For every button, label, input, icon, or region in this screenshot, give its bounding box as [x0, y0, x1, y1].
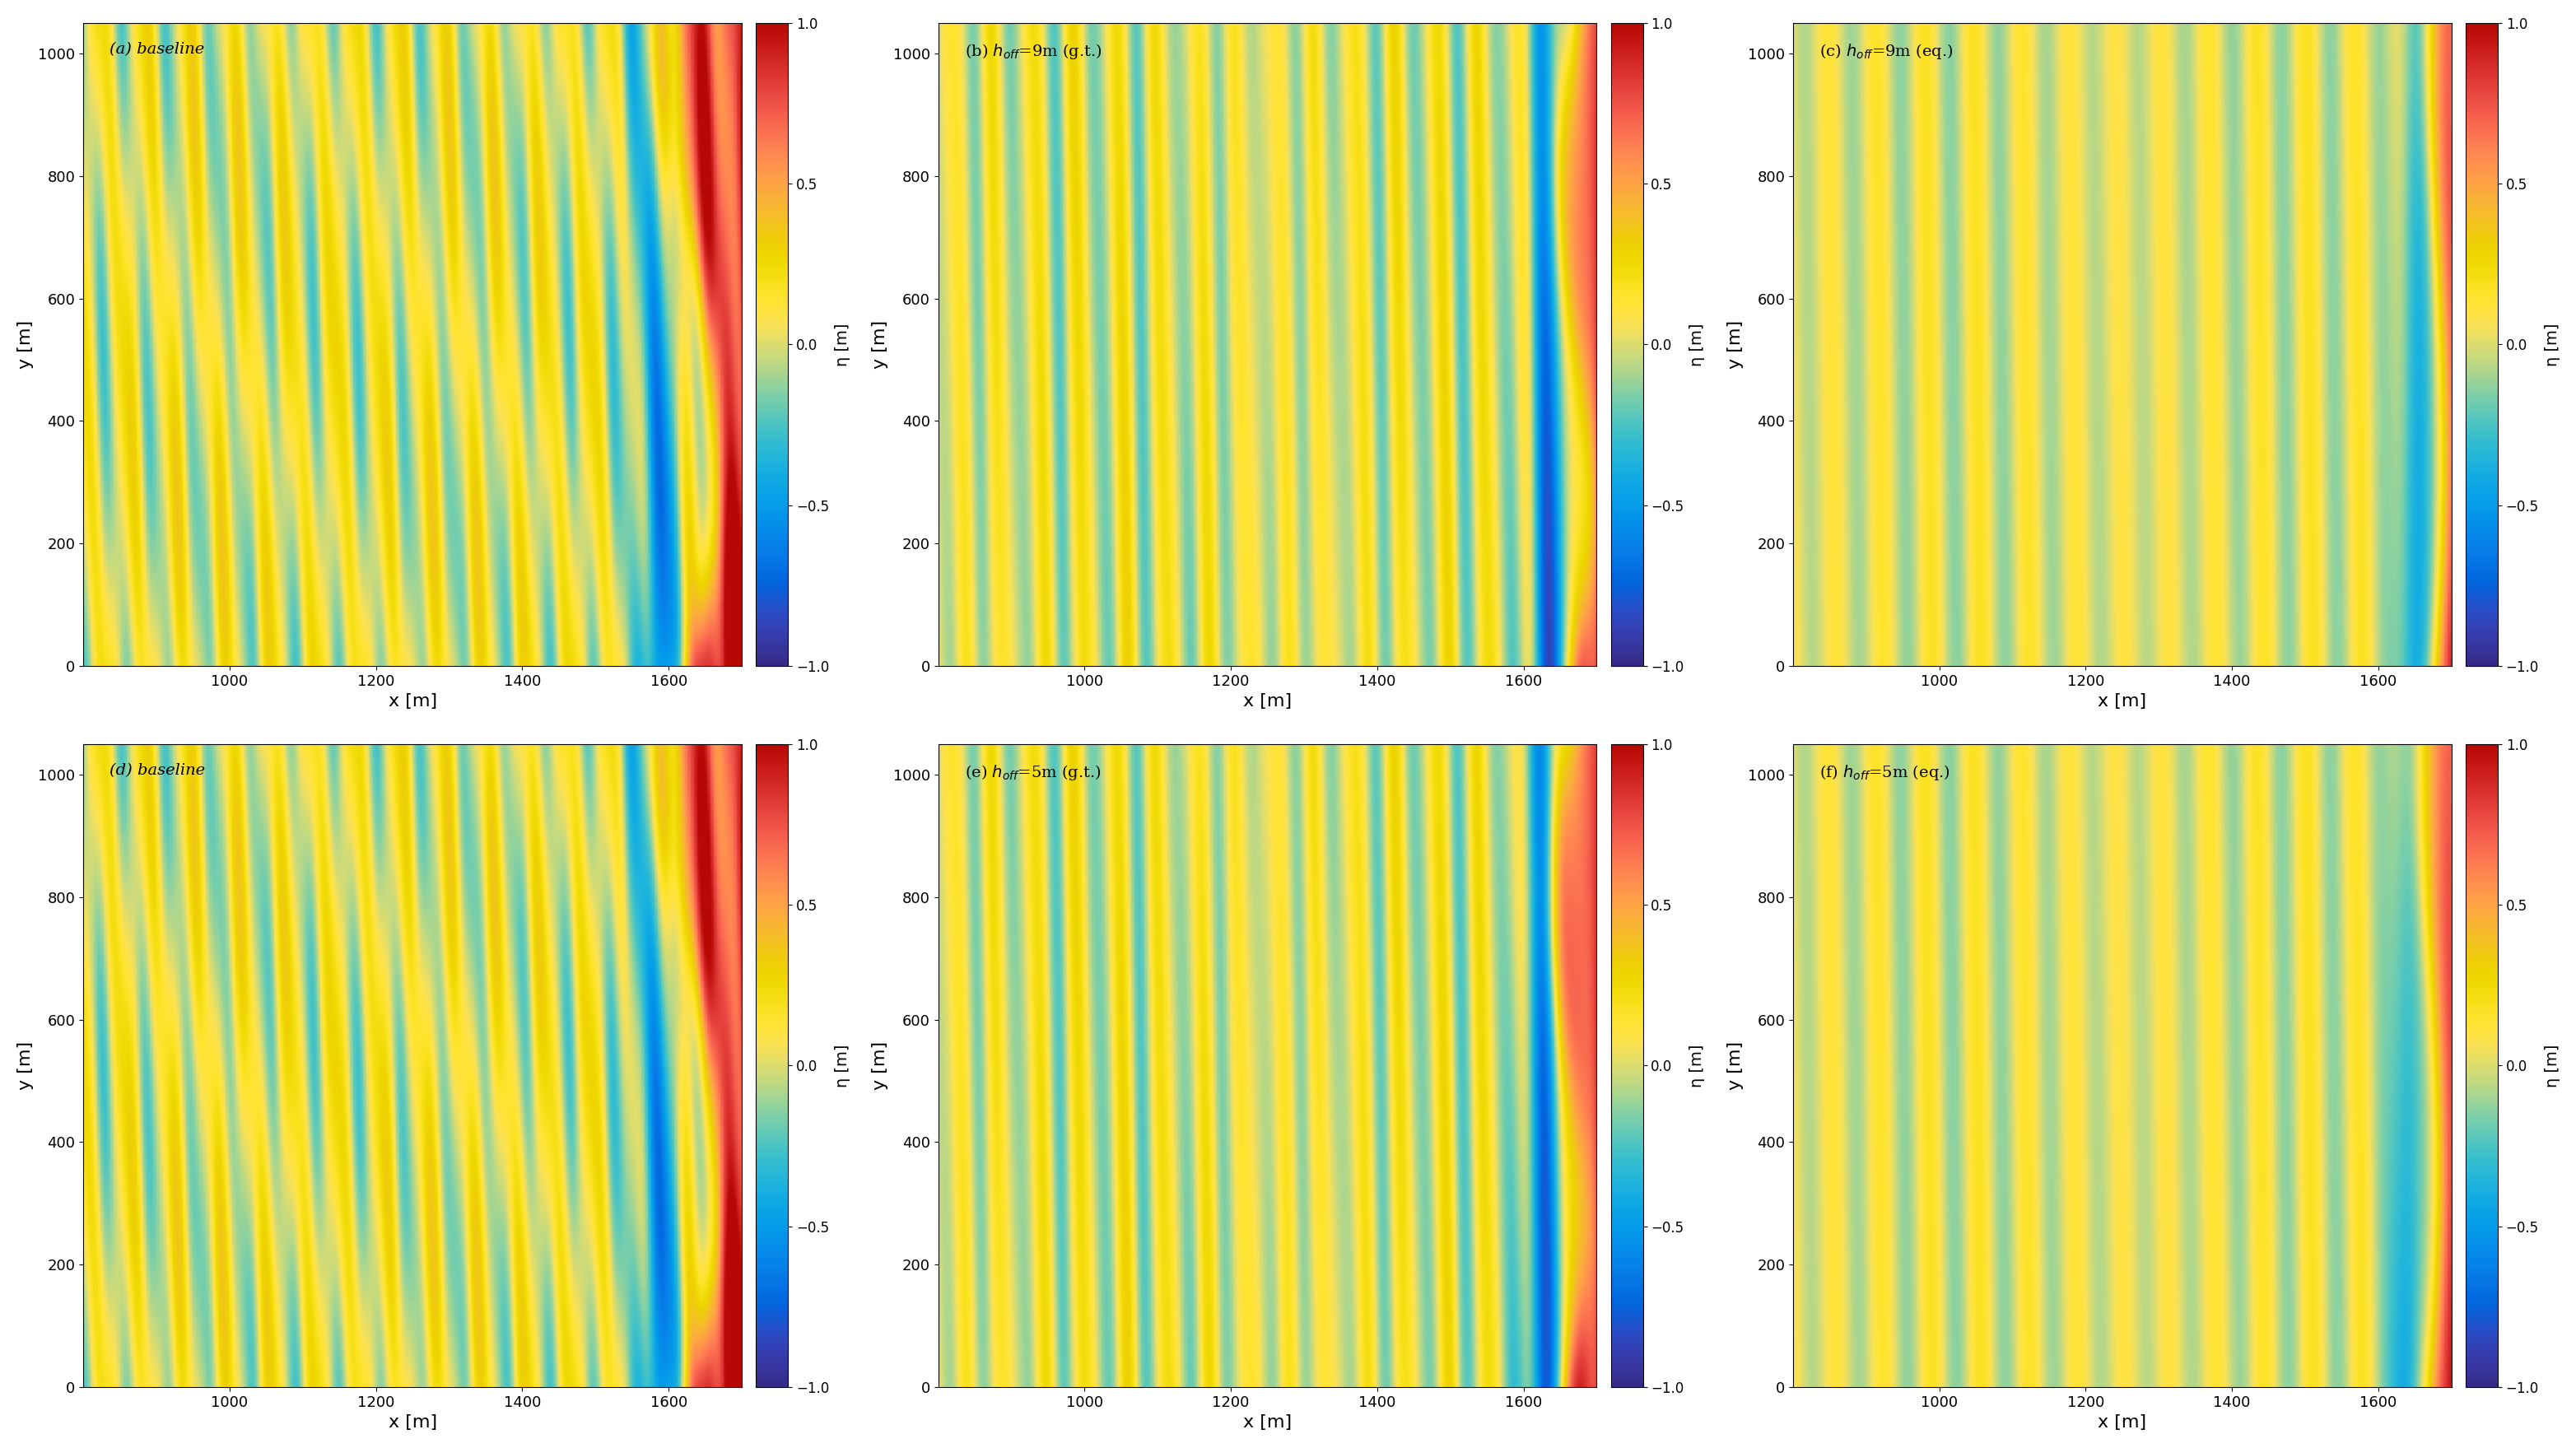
Y-axis label: η [m]: η [m]: [2545, 1044, 2561, 1087]
Y-axis label: y [m]: y [m]: [873, 320, 889, 369]
Y-axis label: y [m]: y [m]: [18, 1041, 33, 1090]
Text: (c) $h_{off}$=9m (eq.): (c) $h_{off}$=9m (eq.): [1819, 42, 1953, 61]
X-axis label: x [m]: x [m]: [1244, 694, 1291, 710]
Y-axis label: η [m]: η [m]: [835, 323, 850, 366]
X-axis label: x [m]: x [m]: [2097, 694, 2146, 710]
X-axis label: x [m]: x [m]: [389, 1415, 438, 1431]
Y-axis label: y [m]: y [m]: [1726, 1041, 1744, 1090]
Text: (b) $h_{off}$=9m (g.t.): (b) $h_{off}$=9m (g.t.): [963, 42, 1103, 61]
Y-axis label: η [m]: η [m]: [835, 1044, 850, 1087]
Text: (f) $h_{off}$=5m (eq.): (f) $h_{off}$=5m (eq.): [1819, 763, 1950, 782]
X-axis label: x [m]: x [m]: [389, 694, 438, 710]
Y-axis label: y [m]: y [m]: [1726, 320, 1744, 369]
Y-axis label: y [m]: y [m]: [18, 320, 33, 369]
Y-axis label: y [m]: y [m]: [873, 1041, 889, 1090]
Text: (e) $h_{off}$=5m (g.t.): (e) $h_{off}$=5m (g.t.): [963, 763, 1100, 782]
X-axis label: x [m]: x [m]: [2097, 1415, 2146, 1431]
Y-axis label: η [m]: η [m]: [2545, 323, 2561, 366]
X-axis label: x [m]: x [m]: [1244, 1415, 1291, 1431]
Text: (d) baseline: (d) baseline: [111, 763, 206, 778]
Y-axis label: η [m]: η [m]: [1690, 323, 1705, 366]
Y-axis label: η [m]: η [m]: [1690, 1044, 1705, 1087]
Text: (a) baseline: (a) baseline: [111, 42, 204, 56]
